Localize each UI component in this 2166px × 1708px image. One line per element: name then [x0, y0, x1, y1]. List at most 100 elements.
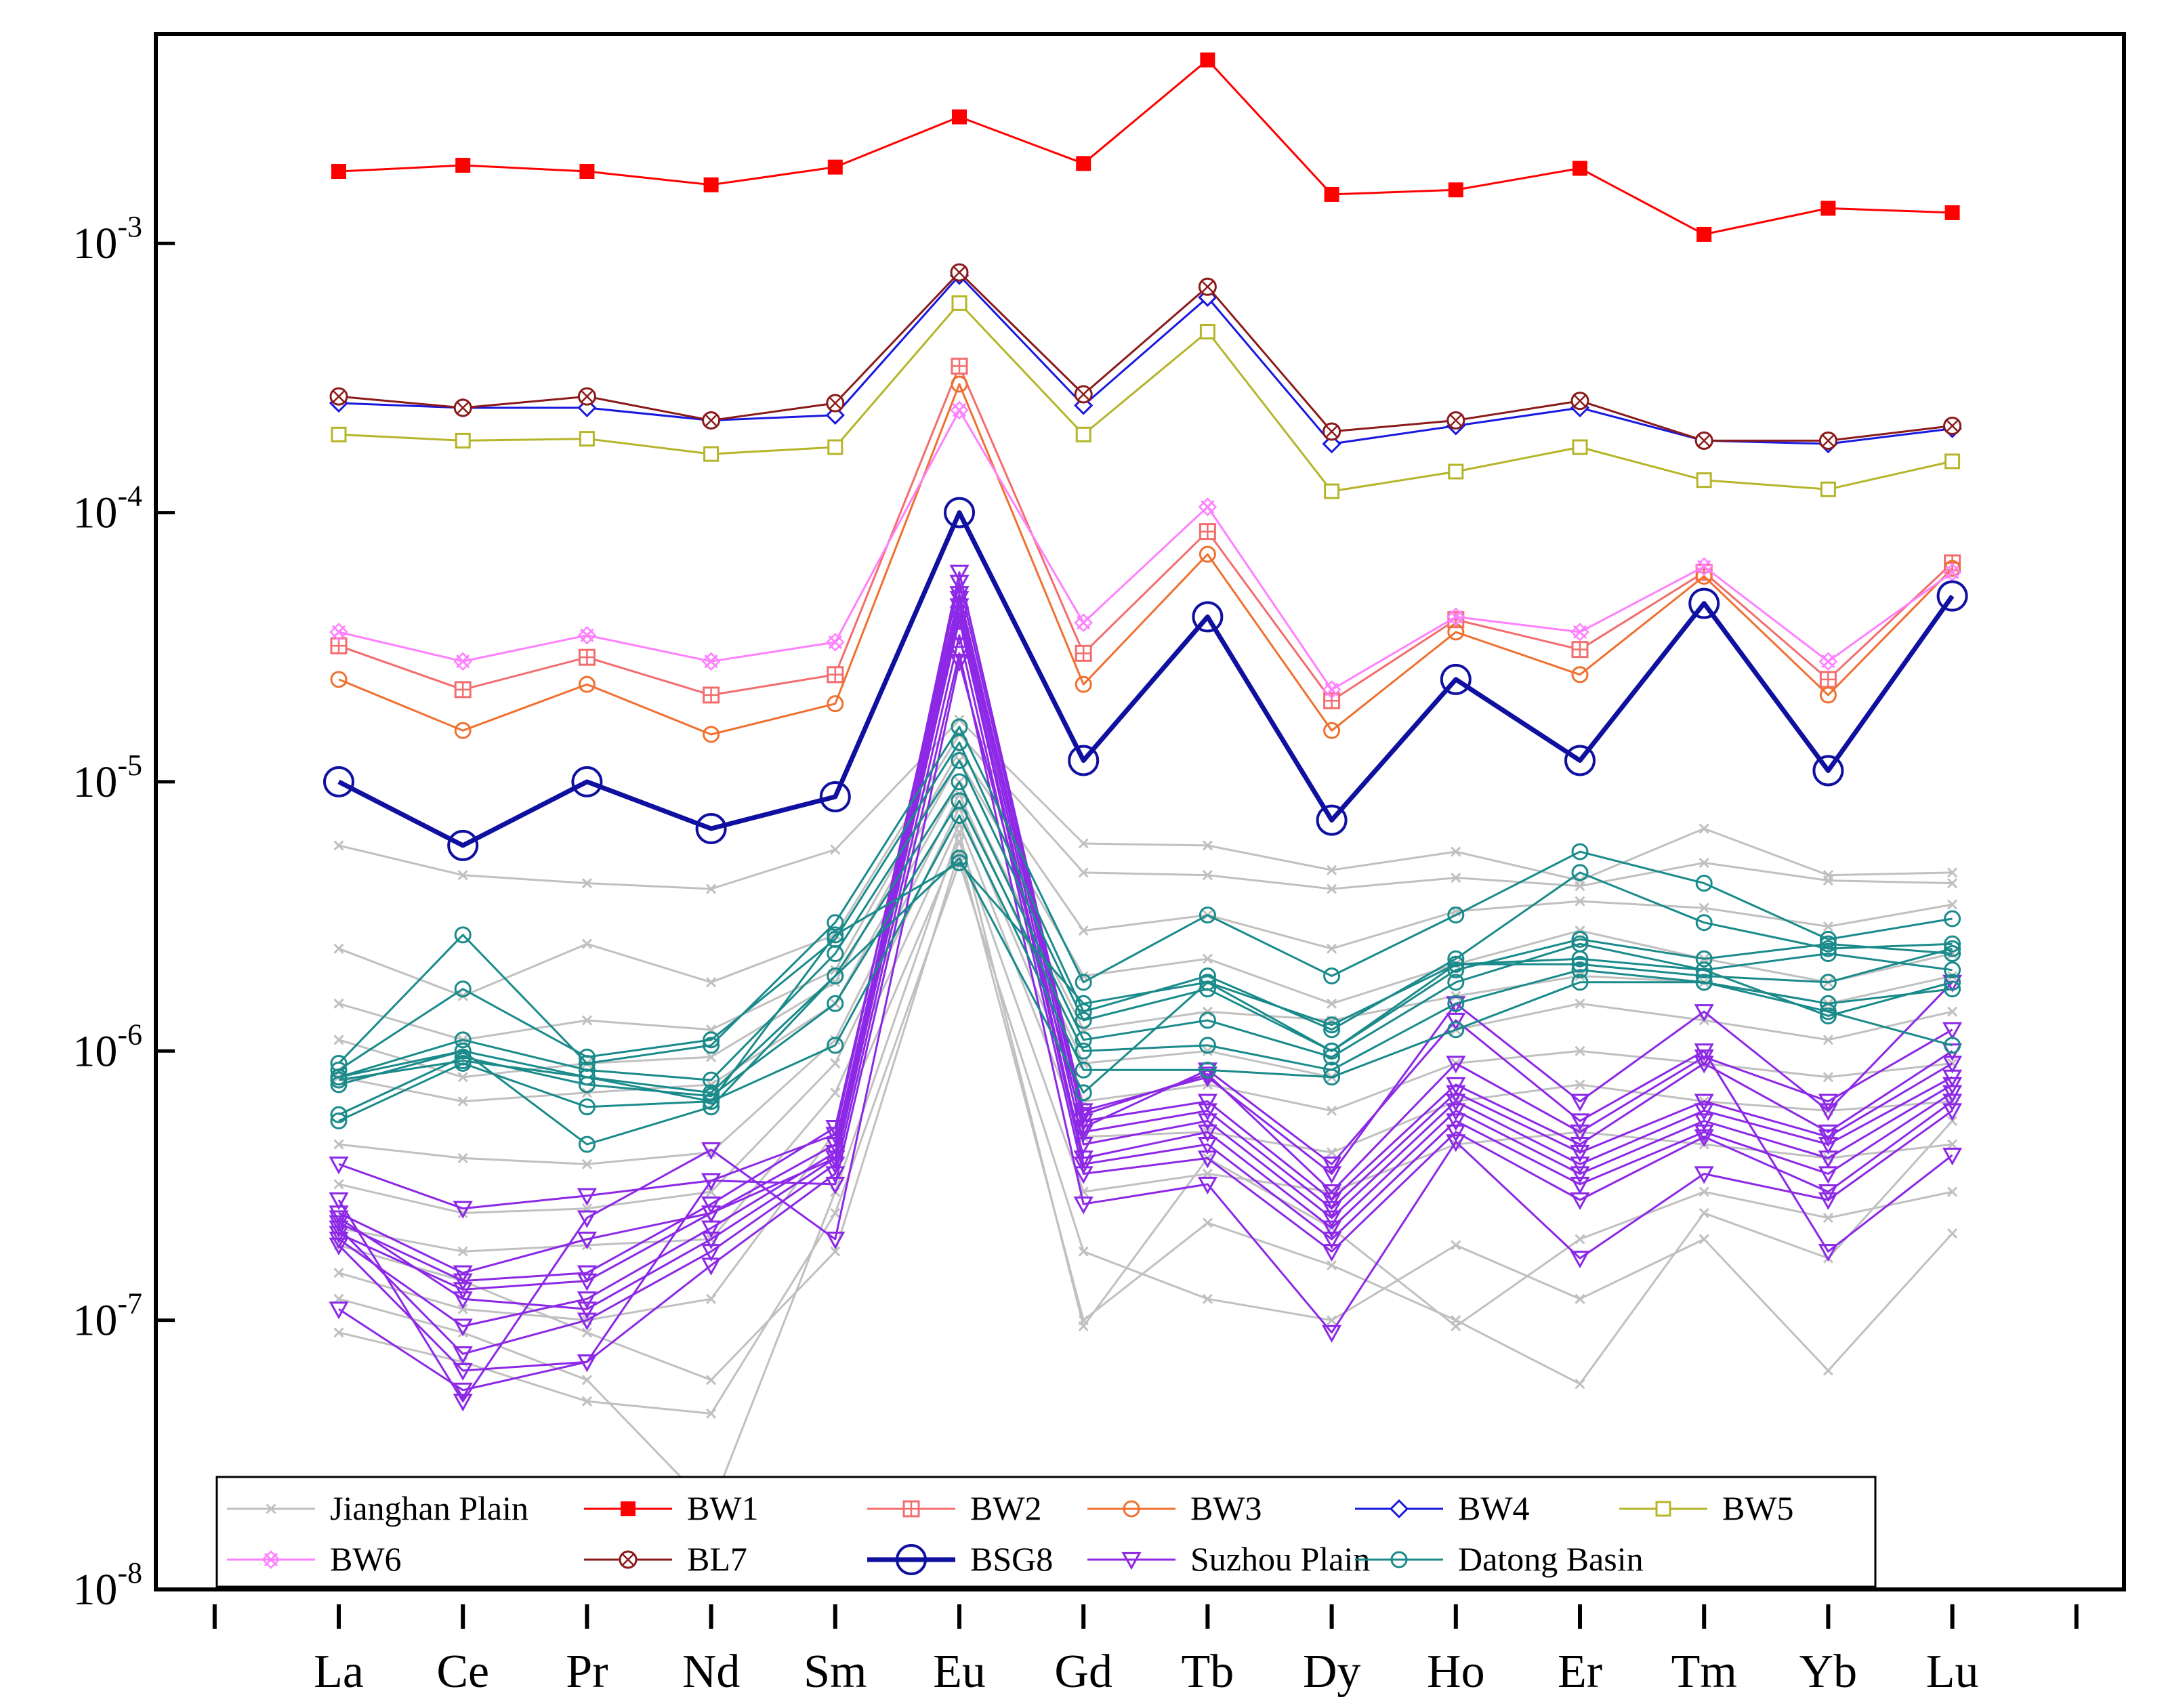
data-point-bw1-1-er [1573, 161, 1587, 176]
data-point-jianghan-plain-2-lu [1947, 878, 1958, 889]
data-point-suzhou-plain-10-nd [701, 1142, 722, 1161]
data-point-bw1-1-eu [952, 109, 967, 125]
series-line-suzhou-plain-7 [337, 619, 1953, 1355]
legend-item-bsg8: BSG8 [867, 1540, 1053, 1578]
data-point-jianghan-plain-3-er [1575, 896, 1585, 907]
data-point-jianghan-plain-1-ho [1451, 846, 1461, 857]
data-point-bw6-1-tm [1694, 557, 1713, 577]
data-point-suzhou-plain-3-nd [701, 1196, 722, 1215]
series-line-bw2-1 [338, 364, 1953, 702]
data-point-datong-basin-7-lu [1944, 940, 1961, 957]
group-bw5 [331, 295, 1961, 499]
data-point-jianghan-plain-3-dy [1327, 943, 1337, 954]
data-point-datong-basin-2-ce [454, 980, 472, 998]
data-point-datong-basin-7-yb [1819, 974, 1837, 991]
legend-label-suzhou-plain: Suzhou Plain [1190, 1540, 1370, 1578]
data-point-datong-basin-3-ce [454, 1031, 472, 1049]
data-point-suzhou-plain-4-ho [1446, 1085, 1466, 1103]
data-point-jianghan-plain-12-ho [1451, 1320, 1461, 1332]
data-point-bw5-1-er [1572, 439, 1588, 455]
y-tick-label: 10-7 [72, 1287, 142, 1346]
data-point-jianghan-plain-4-er [1575, 925, 1585, 936]
data-point-jianghan-plain-4-tb [1202, 953, 1213, 964]
data-point-jianghan-plain-6-sm [830, 1035, 841, 1045]
series-line-jianghan-plain-6 [338, 793, 1953, 1165]
data-point-suzhou-plain-9-yb [1818, 1192, 1838, 1211]
data-point-bsg8-1-ho [1440, 663, 1472, 695]
series-layer [323, 52, 1968, 1514]
data-point-datong-basin-1-sm [827, 914, 844, 932]
data-point-jianghan-plain-7-sm [830, 1058, 841, 1069]
data-point-datong-basin-4-tb [1199, 1012, 1216, 1029]
series-line-datong-basin-8 [338, 862, 1953, 1103]
data-point-jianghan-plain-12-yb [1823, 1213, 1833, 1224]
data-point-datong-basin-4-lu [1944, 961, 1961, 979]
data-point-suzhou-plain-2-la [329, 1157, 349, 1175]
legend-label-bw2: BW2 [970, 1489, 1042, 1527]
group-bsg8 [323, 497, 1968, 861]
data-point-bw1-1-tm [1696, 226, 1712, 242]
data-point-jianghan-plain-9-lu [1947, 1139, 1958, 1150]
data-point-jianghan-plain-11-sm [830, 1246, 841, 1257]
data-point-datong-basin-7-gd [1075, 1084, 1092, 1102]
data-point-bw3-1-dy [1323, 722, 1341, 739]
data-point-jianghan-plain-10-gd [1078, 1246, 1089, 1257]
data-point-bsg8-1-gd [1068, 745, 1100, 776]
data-point-jianghan-plain-12-eu [954, 827, 965, 837]
data-point-datong-basin-1-nd [703, 1037, 720, 1054]
legend-label-bl7: BL7 [687, 1540, 747, 1578]
data-point-suzhou-plain-9-lu [1942, 1103, 1963, 1121]
data-point-suzhou-plain-4-tm [1694, 1093, 1714, 1112]
data-point-datong-basin-8-gd [1075, 995, 1092, 1012]
data-point-jianghan-plain-2-tm [1699, 857, 1709, 869]
data-point-datong-basin-8-er [1571, 950, 1589, 967]
legend-label-bw4: BW4 [1458, 1489, 1530, 1527]
legend-marker-bw6 [262, 1550, 280, 1569]
data-point-bw3-1-yb [1819, 686, 1837, 704]
x-tick-label-dy: Dy [1303, 1646, 1361, 1698]
data-point-bl7-1-yb [1818, 431, 1837, 450]
data-point-bw6-1-yb [1818, 652, 1838, 671]
data-point-suzhou-plain-4-dy [1322, 1201, 1342, 1219]
data-point-suzhou-plain-6-ho [1446, 1103, 1466, 1121]
data-point-jianghan-plain-10-la [333, 1327, 344, 1338]
data-point-datong-basin-8-tm [1695, 961, 1713, 979]
data-point-suzhou-plain-3-la [329, 1215, 349, 1233]
data-point-suzhou-plain-9-ho [1446, 1134, 1466, 1152]
data-point-suzhou-plain-10-ho [1446, 1012, 1466, 1031]
x-tick-label-tb: Tb [1182, 1646, 1234, 1698]
series-line-datong-basin-7 [338, 857, 1953, 1146]
data-point-bl7-1-ce [453, 398, 472, 417]
data-point-bw5-1-sm [827, 439, 844, 455]
data-point-jianghan-plain-10-tm [1699, 1234, 1709, 1245]
data-point-jianghan-plain-11-nd [706, 1375, 717, 1386]
data-point-jianghan-plain-5-er [1575, 970, 1585, 982]
data-point-jianghan-plain-12-lu [1947, 1186, 1958, 1197]
data-point-bw1-1-pr [579, 164, 595, 180]
series-line-jianghan-plain-1 [338, 718, 1953, 890]
series-line-datong-basin-4 [338, 780, 1953, 1094]
data-point-suzhou-plain-3-tb [1197, 1093, 1217, 1112]
series-line-bw1-1 [338, 59, 1953, 236]
data-point-suzhou-plain-6-nd [701, 1231, 722, 1250]
data-point-suzhou-plain-4-nd [701, 1205, 722, 1224]
data-point-bw1-1-gd [1076, 156, 1091, 171]
data-point-jianghan-plain-4-ce [457, 1072, 468, 1083]
data-point-bw3-1-pr [578, 675, 596, 693]
data-point-suzhou-plain-2-pr [577, 1188, 597, 1206]
legend: Jianghan Plain BW1 BW2 BW3 BW4 BW5 BW6 BL7 BSG8 S… [215, 1476, 1877, 1588]
data-point-bw1-1-yb [1820, 201, 1836, 216]
data-point-datong-basin-2-tm [1695, 914, 1713, 932]
data-point-suzhou-plain-2-ho [1446, 1056, 1466, 1074]
data-point-suzhou-plain-9-tb [1197, 1176, 1217, 1195]
data-point-jianghan-plain-8-ce [457, 1246, 468, 1257]
data-point-jianghan-plain-2-er [1575, 881, 1585, 892]
data-point-suzhou-plain-5-er [1570, 1157, 1590, 1175]
data-point-suzhou-plain-7-yb [1818, 1166, 1838, 1184]
data-point-bsg8-1-er [1564, 745, 1596, 776]
y-tick-label: 10-6 [72, 1018, 142, 1076]
series-line-suzhou-plain-6 [338, 612, 1953, 1310]
series-line-bl7-1 [338, 271, 1953, 442]
data-point-jianghan-plain-6-yb [1823, 1035, 1833, 1045]
data-point-bw5-1-la [331, 426, 347, 442]
